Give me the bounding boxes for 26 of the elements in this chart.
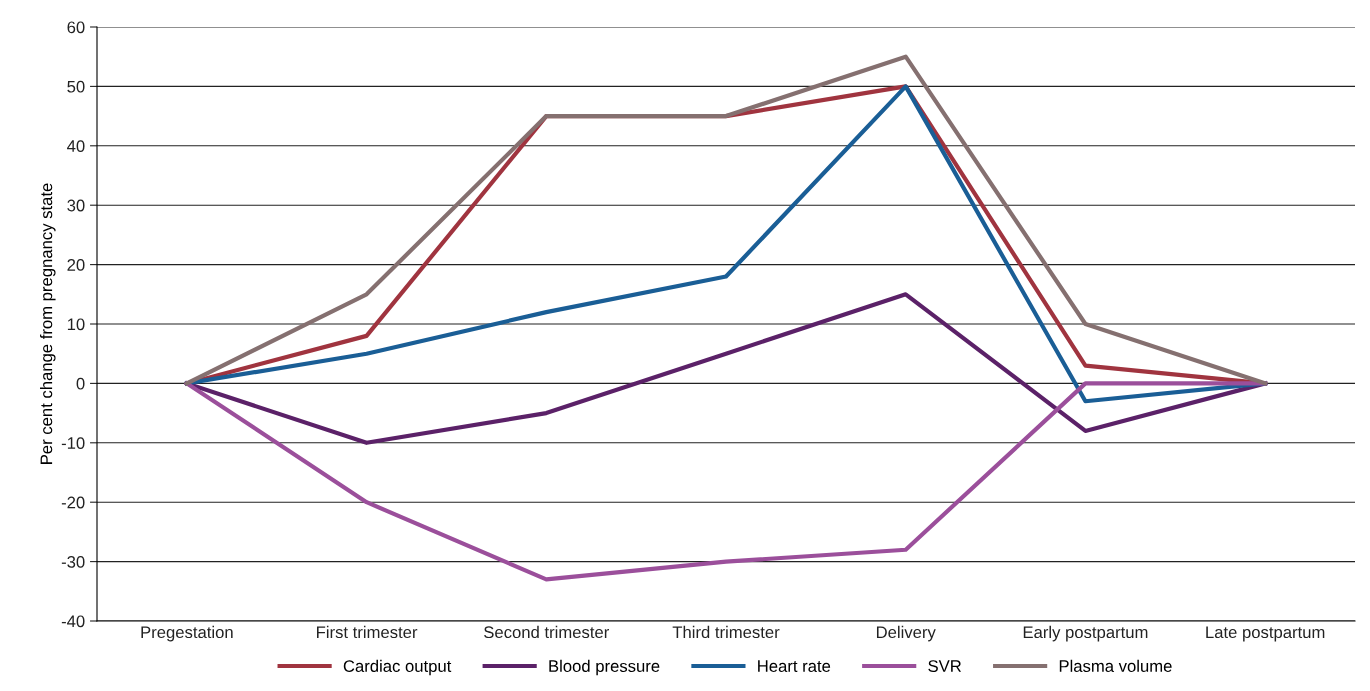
legend-label: SVR [928, 660, 962, 672]
x-tick-label: Delivery [876, 625, 936, 642]
line-series [184, 292, 1268, 445]
y-tick-label: 30 [67, 199, 85, 212]
line-series [184, 381, 1268, 582]
y-tick-label: 10 [67, 318, 85, 331]
y-tick-label: -40 [61, 615, 85, 628]
y-tick-label: -20 [61, 496, 85, 509]
x-tick-label: Early postpartum [1023, 625, 1148, 642]
x-tick-label: Pregestation [141, 625, 233, 642]
y-tick-label: -30 [61, 556, 85, 568]
y-tick-label: -10 [61, 437, 85, 449]
x-tick-label: Third trimester [672, 625, 780, 639]
x-tick-label: Late postpartum [1206, 626, 1325, 642]
y-axis-title: Per cent change from pregnancy state [40, 183, 56, 464]
y-tick-label: 20 [67, 259, 85, 271]
y-tick-label: 50 [67, 80, 85, 93]
y-tick-label: 40 [67, 140, 85, 152]
y-tick-label: 60 [67, 21, 85, 34]
x-tick-label: First trimester [317, 625, 418, 639]
y-tick-label: 0 [76, 377, 85, 390]
legend-label: Blood pressure [549, 659, 660, 676]
legend-label: Cardiac output [343, 659, 452, 676]
x-tick-label: Second trimester [484, 625, 609, 639]
legend-label: Heart rate [758, 660, 831, 672]
legend-label: Plasma volume [1059, 659, 1172, 672]
